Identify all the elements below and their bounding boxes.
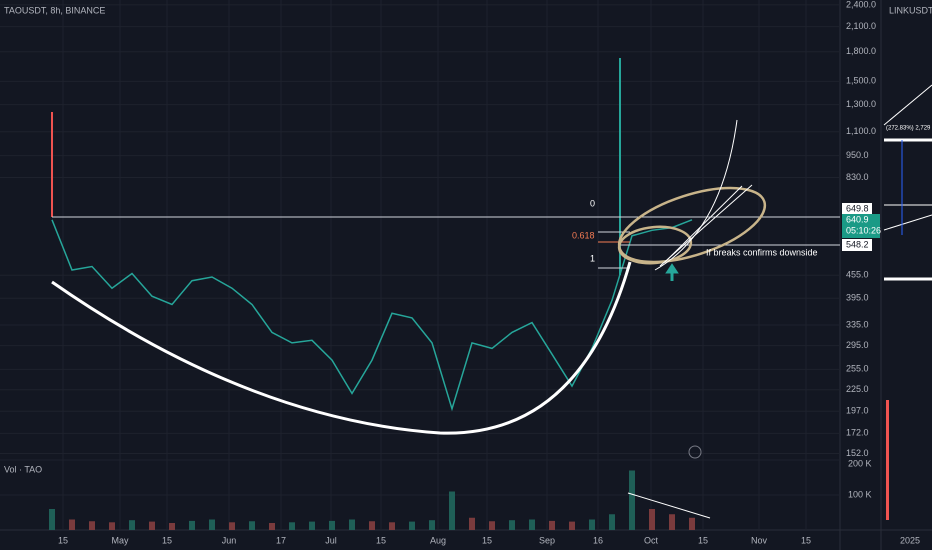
x-tick-label: Sep <box>539 535 555 545</box>
x-tick-label: Jun <box>222 535 237 545</box>
y-tick-label: 1,300.0 <box>846 99 876 109</box>
volume-bar <box>109 522 115 530</box>
y-tick-label: 335.0 <box>846 319 869 329</box>
volume-bar <box>289 522 295 530</box>
volume-bar <box>49 509 55 530</box>
volume-bar <box>209 519 215 530</box>
fib-label: 1 <box>590 253 595 263</box>
price-badge <box>842 239 872 251</box>
volume-bar <box>589 519 595 530</box>
volume-bar <box>689 517 695 530</box>
volume-tick-label: 200 K <box>848 458 872 468</box>
x-tick-label: 15 <box>58 535 68 545</box>
price-label: 548.2 <box>846 239 869 249</box>
x-tick-label: 15 <box>698 535 708 545</box>
y-tick-label: 225.0 <box>846 384 869 394</box>
volume-bar <box>469 517 475 530</box>
x-tick-label: Aug <box>430 535 446 545</box>
y-tick-label: 1,800.0 <box>846 46 876 56</box>
ellipse <box>617 186 767 264</box>
linked-line <box>883 214 932 231</box>
x-tick-label: May <box>111 535 129 545</box>
x-tick-label: 17 <box>276 535 286 545</box>
y-tick-label: 830.0 <box>846 172 869 182</box>
y-tick-label: 455.0 <box>846 270 869 280</box>
countdown: 05:10:26 <box>846 225 881 235</box>
fib-label: 0 <box>590 198 595 208</box>
volume-bar <box>389 522 395 530</box>
y-tick-label: 950.0 <box>846 150 869 160</box>
volume-bar <box>189 520 195 530</box>
volume-trend-line <box>627 492 711 519</box>
price-label: 649.8 <box>846 203 869 213</box>
x-tick-label: 15 <box>162 535 172 545</box>
fib-label: 0.618 <box>572 230 595 240</box>
y-tick-label: 395.0 <box>846 293 869 303</box>
volume-title: Vol · TAO <box>4 464 42 474</box>
volume-bar <box>349 519 355 530</box>
volume-bar <box>449 491 455 530</box>
volume-bar <box>129 520 135 530</box>
volume-bar <box>509 520 515 530</box>
linked-bar <box>886 400 889 520</box>
x-tick-label: 15 <box>801 535 811 545</box>
y-tick-label: 172.0 <box>846 428 869 438</box>
y-tick-label: 1,500.0 <box>846 76 876 86</box>
annotation: If breaks confirms downside <box>706 247 818 257</box>
arrow <box>665 263 679 281</box>
trend-curve <box>654 119 738 271</box>
y-tick-label: 152.0 <box>846 448 869 458</box>
y-tick-label: 295.0 <box>846 340 869 350</box>
volume-bar <box>149 521 155 530</box>
volume-bar <box>69 519 75 530</box>
x-tick-label: 15 <box>376 535 386 545</box>
volume-bar <box>649 509 655 530</box>
y-tick-label: 2,100.0 <box>846 21 876 31</box>
price-label: 640.9 <box>846 214 869 224</box>
volume-bars <box>49 470 695 530</box>
volume-bar <box>529 519 535 530</box>
y-tick-label: 197.0 <box>846 406 869 416</box>
volume-bar <box>89 521 95 530</box>
volume-bar <box>269 523 275 530</box>
volume-bar <box>249 521 255 530</box>
x-tick-label: 16 <box>593 535 603 545</box>
linked-line <box>883 84 932 126</box>
year-label: 2025 <box>900 535 920 545</box>
price-badge <box>842 214 880 238</box>
volume-bar <box>609 514 615 530</box>
linked-label: (272.83%) 2,729 <box>886 126 931 132</box>
linked-title: LINKUSDT, 1 <box>889 5 932 15</box>
volume-bar <box>429 520 435 530</box>
x-tick-label: Jul <box>325 535 337 545</box>
x-tick-label: 15 <box>482 535 492 545</box>
x-tick-label: Oct <box>644 535 659 545</box>
y-tick-label: 2,400.0 <box>846 0 876 9</box>
volume-bar <box>549 520 555 530</box>
volume-bar <box>229 522 235 530</box>
y-tick-label: 255.0 <box>846 364 869 374</box>
volume-bar <box>309 521 315 530</box>
trend-line <box>664 185 743 263</box>
volume-bar <box>329 520 335 530</box>
volume-bar <box>669 514 675 530</box>
y-tick-label: 1,100.0 <box>846 126 876 136</box>
volume-bar <box>629 470 635 530</box>
volume-tick-label: 100 K <box>848 489 872 499</box>
chart-title: TAOUSDT, 8h, BINANCE <box>4 5 105 15</box>
event-icon <box>688 445 702 459</box>
price-badge <box>842 203 872 215</box>
volume-bar <box>369 521 375 530</box>
volume-bar <box>409 521 415 530</box>
cup-curve <box>51 261 632 435</box>
volume-bar <box>169 523 175 530</box>
x-tick-label: Nov <box>751 535 768 545</box>
volume-bar <box>569 521 575 530</box>
volume-bar <box>489 521 495 530</box>
grid <box>0 0 840 530</box>
